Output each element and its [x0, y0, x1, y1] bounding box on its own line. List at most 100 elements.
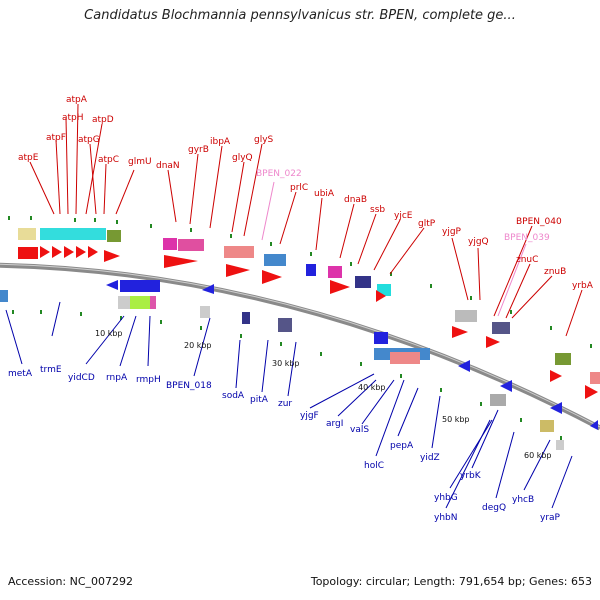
- kbp-scale: 10 kbp 20 kbp 30 kbp 40 kbp 50 kbp 60 kb…: [95, 329, 552, 460]
- gene-arrow: [202, 284, 214, 294]
- gene-block: [492, 322, 510, 334]
- gene-arrow: [550, 370, 562, 382]
- gene-label: rnpA: [106, 373, 128, 383]
- gene-label: glyS: [254, 135, 274, 145]
- gene-arrow: [226, 264, 250, 277]
- gene-block: [120, 280, 160, 292]
- gene-arrow: [164, 255, 198, 268]
- gene-label: yhcB: [512, 495, 534, 505]
- gene-label: atpH: [62, 113, 84, 123]
- kbp-label: 50 kbp: [442, 415, 470, 424]
- gene-block: [455, 310, 477, 322]
- gene-label: atpF: [46, 133, 66, 143]
- gene-block: [264, 254, 286, 266]
- gene-label: atpA: [66, 95, 88, 105]
- kbp-label: 40 kbp: [358, 383, 386, 392]
- kbp-label: 20 kbp: [184, 341, 212, 350]
- gene-label: pepA: [390, 441, 414, 451]
- gene-block: [130, 296, 150, 309]
- gene-label: prlC: [290, 183, 308, 193]
- gene-arrow: [585, 385, 598, 399]
- gene-label: yhbN: [434, 513, 457, 523]
- gene-label: yrbK: [460, 471, 482, 481]
- gene-label: yjgP: [442, 227, 462, 237]
- gene-block: [490, 394, 506, 406]
- reverse-genes: [0, 264, 598, 450]
- gene-label: atpD: [92, 115, 114, 125]
- map-title: Candidatus Blochmannia pennsylvanicus st…: [84, 8, 516, 23]
- gene-block: [540, 420, 554, 432]
- gene-arrow: [18, 247, 38, 259]
- gene-label: atpC: [98, 155, 119, 165]
- gene-block: [178, 239, 204, 251]
- gene-block: [40, 228, 106, 240]
- gene-block: [200, 306, 210, 318]
- gene-arrow: [458, 360, 470, 372]
- gene-arrow: [500, 380, 512, 392]
- gene-block: [590, 372, 600, 384]
- gene-arrow: [376, 290, 386, 302]
- gene-label: gltP: [418, 219, 436, 229]
- gene-arrow: [52, 246, 62, 258]
- gene-label: yjcE: [394, 211, 413, 221]
- kbp-label: 60 kbp: [524, 451, 552, 460]
- strand-ticks: [8, 216, 592, 440]
- gene-label: valS: [350, 425, 369, 435]
- gene-block: [555, 353, 571, 365]
- gene-label: atpE: [18, 153, 39, 163]
- gene-block: [242, 312, 250, 324]
- topology-label: Topology: circular; Length: 791,654 bp; …: [310, 575, 592, 588]
- gene-arrow: [330, 280, 350, 294]
- gene-label: sodA: [222, 391, 245, 401]
- gene-block: [390, 352, 420, 364]
- gene-block: [556, 440, 564, 450]
- gene-block: [18, 228, 36, 240]
- top-leader-lines: [29, 103, 583, 337]
- gene-label: holC: [364, 461, 384, 471]
- gene-arrow: [262, 270, 282, 284]
- gene-label: BPEN_018: [166, 381, 212, 391]
- reverse-gene-labels: metA trmE yidCD rnpA rmpH BPEN_018 sodA …: [8, 365, 561, 523]
- gene-arrow: [106, 280, 118, 290]
- gene-arrow: [452, 326, 468, 338]
- gene-label: pitA: [250, 395, 269, 405]
- gene-label: yraP: [540, 513, 561, 523]
- gene-arrow: [88, 246, 98, 258]
- kbp-label: 10 kbp: [95, 329, 123, 338]
- forward-gene-labels: atpA atpH atpF atpD atpG atpE atpC glmU …: [18, 95, 594, 291]
- gene-block: [150, 296, 156, 309]
- gene-label: znuB: [544, 267, 566, 277]
- gene-block: [278, 318, 292, 332]
- gene-block: [107, 230, 121, 242]
- gene-label: argI: [326, 419, 343, 429]
- gene-label: atpG: [78, 135, 100, 145]
- gene-arrow: [40, 246, 50, 258]
- gene-label: BPEN_022: [256, 169, 302, 179]
- gene-block: [374, 332, 388, 344]
- gene-arrow: [590, 420, 598, 430]
- gene-block: [328, 266, 342, 278]
- gene-block: [306, 264, 316, 276]
- gene-block: [355, 276, 371, 288]
- genome-backbone-highlight: [0, 263, 600, 428]
- gene-label: yjgF: [300, 411, 319, 421]
- gene-label: degQ: [482, 503, 506, 513]
- gene-label: yidZ: [420, 453, 440, 463]
- gene-label: trmE: [40, 365, 62, 375]
- gene-arrow: [486, 336, 500, 348]
- gene-label: dnaB: [344, 195, 367, 205]
- gene-block: [224, 246, 254, 258]
- gene-label: znuC: [516, 255, 538, 265]
- gene-label: glyQ: [232, 153, 253, 163]
- gene-block: [118, 296, 130, 309]
- gene-label: gyrB: [188, 145, 209, 155]
- gene-label: rmpH: [136, 375, 161, 385]
- gene-label: glmU: [128, 157, 152, 167]
- bottom-leader-lines: [5, 301, 573, 509]
- gene-label: ssb: [370, 205, 385, 215]
- gene-label: dnaN: [156, 161, 180, 171]
- gene-label: yrbA: [572, 281, 594, 291]
- gene-label: yjgQ: [468, 237, 489, 247]
- gene-label: yhbG: [434, 493, 458, 503]
